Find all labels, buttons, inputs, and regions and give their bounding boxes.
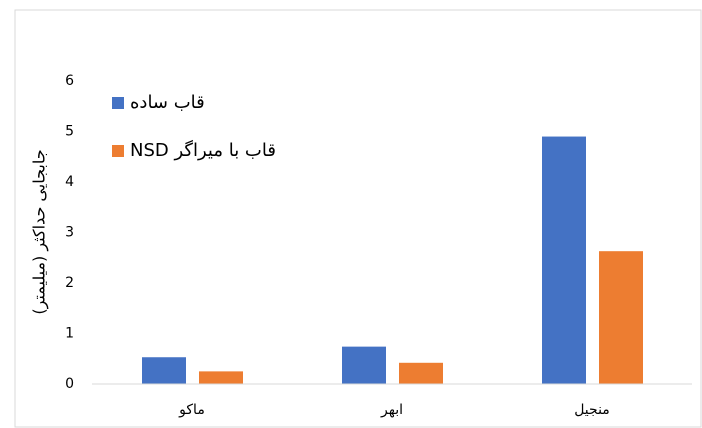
bar <box>199 371 243 384</box>
x-tick-label: ماکو <box>178 402 205 418</box>
legend-label: قاب ساده <box>130 92 205 113</box>
bar <box>542 136 586 384</box>
x-tick-label: ابهر <box>380 402 403 418</box>
y-tick-label: 6 <box>65 73 74 89</box>
y-tick-label: 4 <box>65 174 74 190</box>
bar <box>342 346 386 384</box>
y-tick-label: 1 <box>65 326 74 342</box>
bar <box>399 362 443 384</box>
y-tick-label: 3 <box>65 225 74 241</box>
legend-swatch <box>112 97 124 109</box>
x-tick-label: منجیل <box>574 402 610 418</box>
y-tick-label: 5 <box>65 124 74 140</box>
y-tick-label: 2 <box>65 275 74 291</box>
bar <box>142 357 186 384</box>
y-tick-label: 0 <box>65 376 74 392</box>
y-axis-title: جابجایی حداکثر (میلیمتر) <box>30 149 50 314</box>
legend-swatch <box>112 145 124 157</box>
bar <box>599 251 643 384</box>
legend-label: قاب با میراگر NSD <box>130 139 276 161</box>
